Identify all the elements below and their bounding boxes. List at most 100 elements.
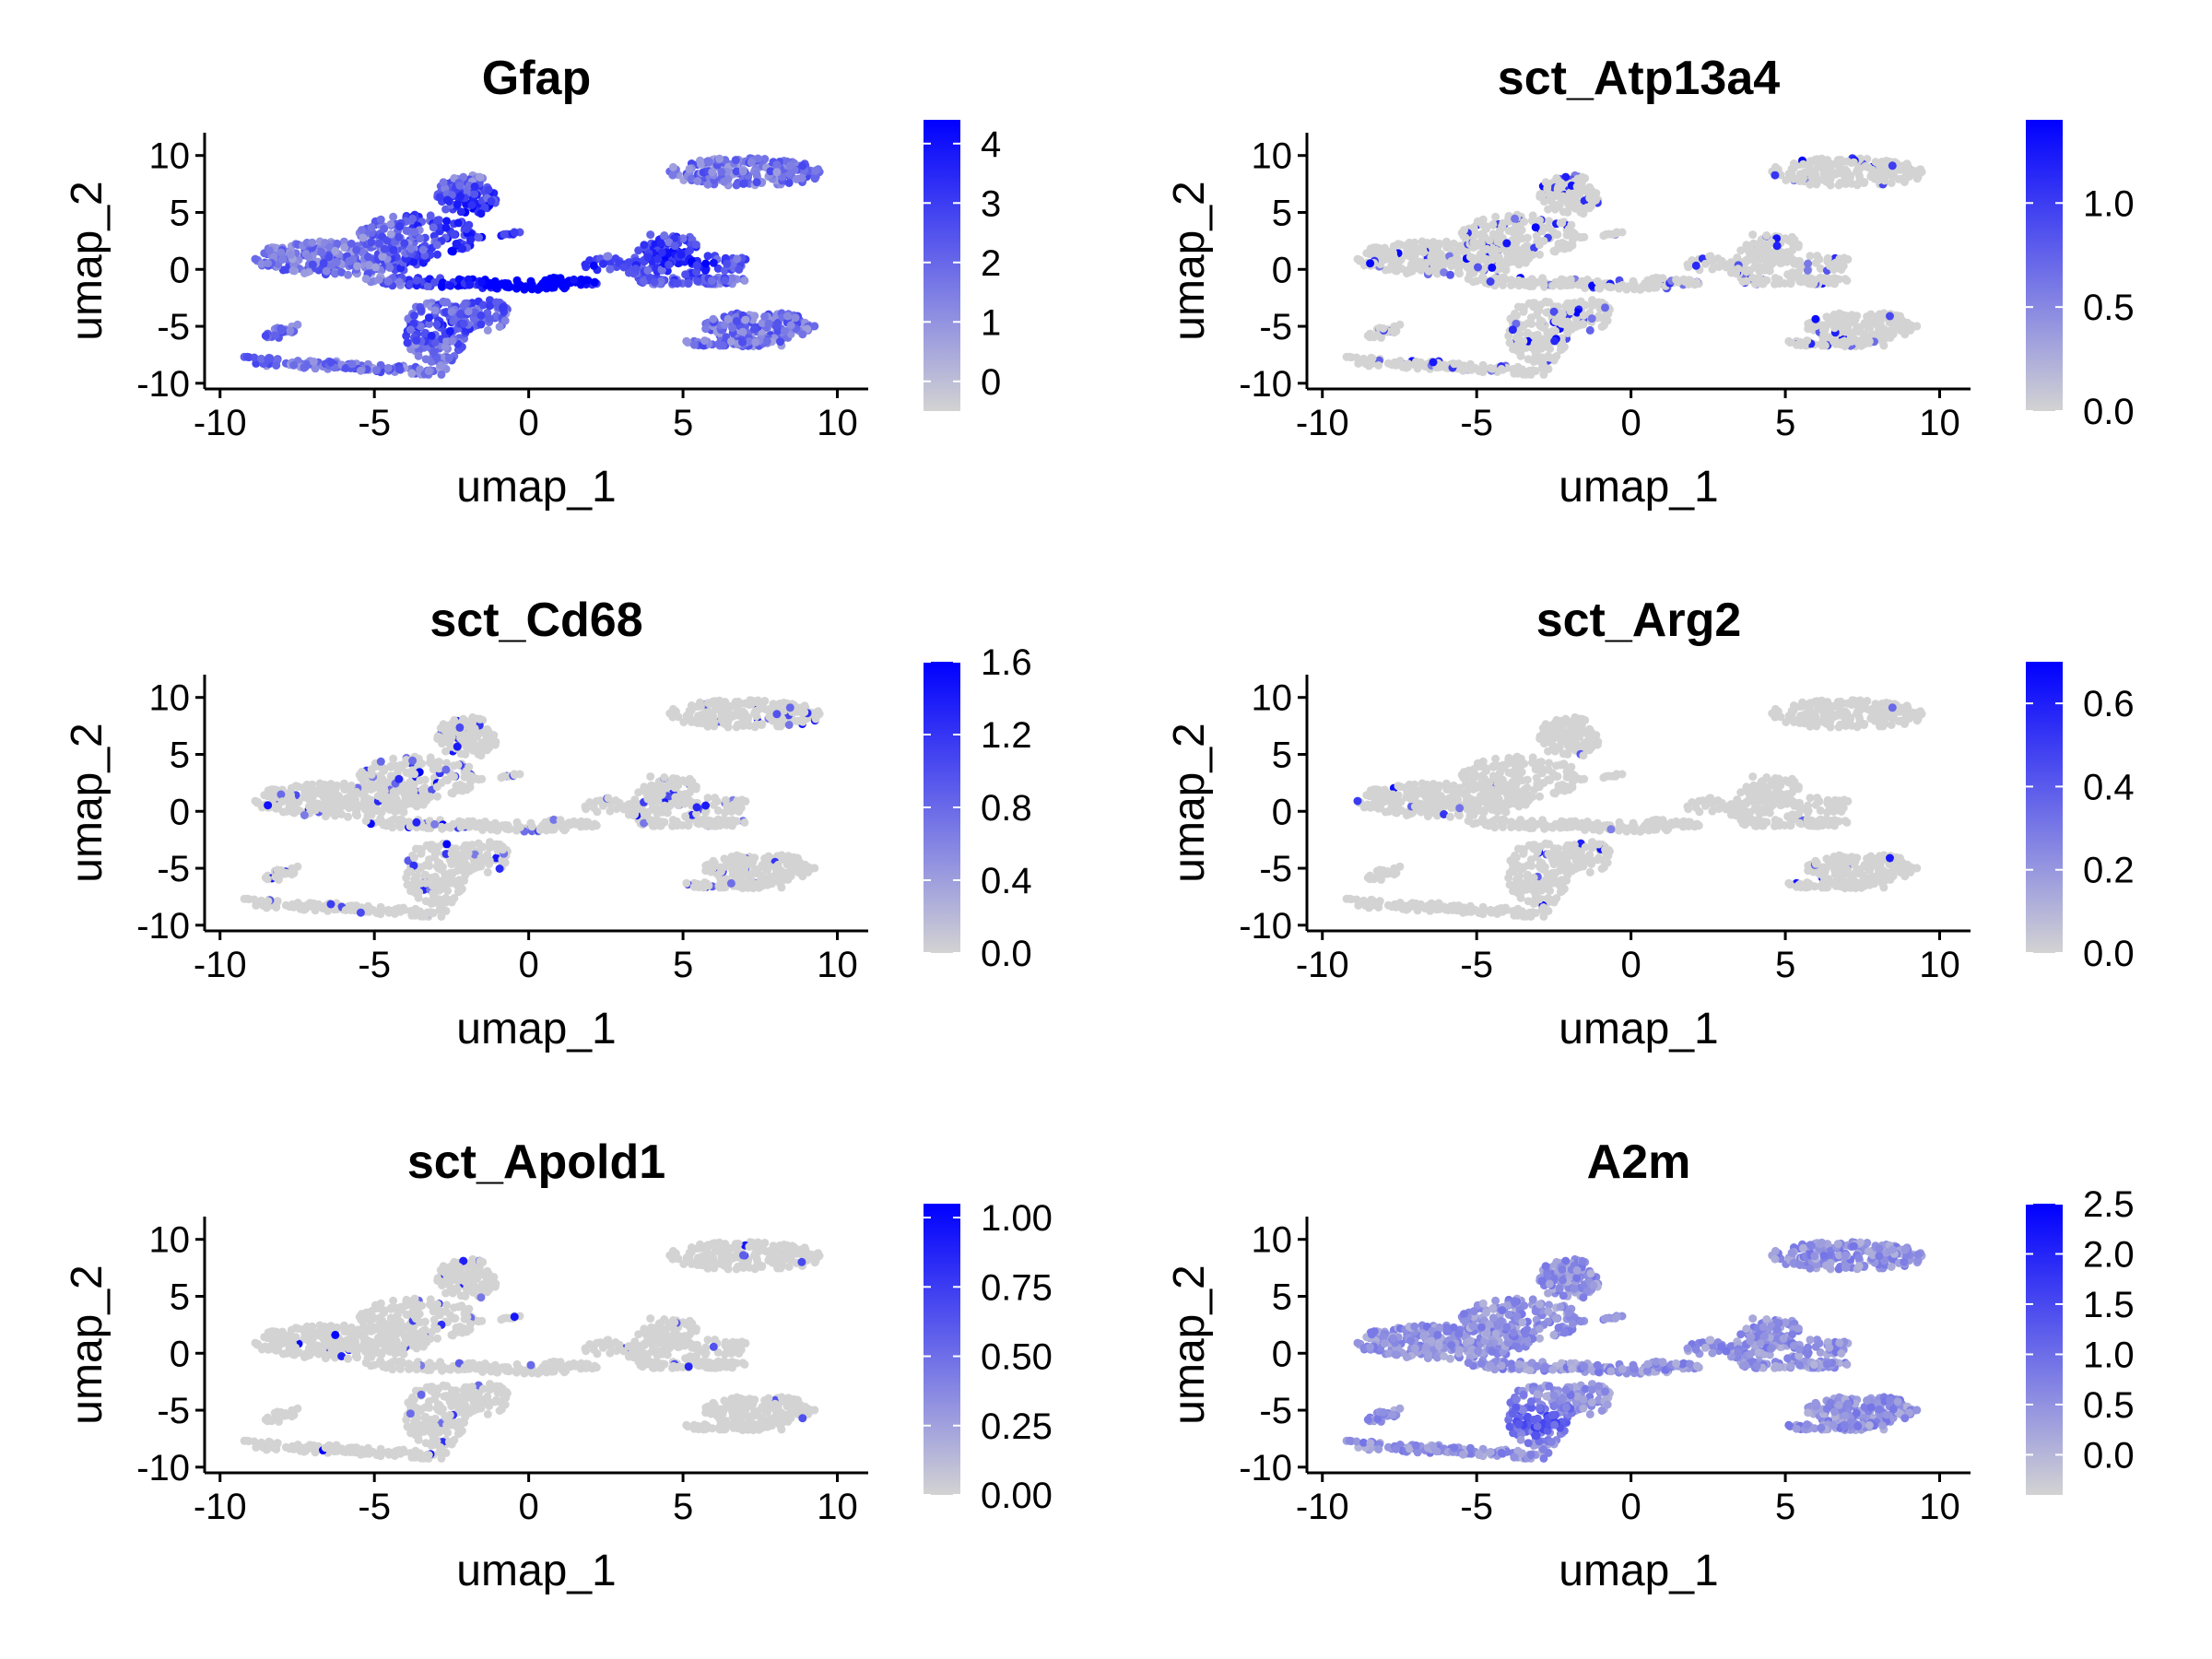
cell-point [462,225,471,233]
cell-point [1842,276,1852,285]
cell-point [705,700,713,709]
cell-point [282,265,291,274]
cell-point [1497,232,1506,241]
cell-point [752,720,761,729]
cell-point [1577,233,1585,242]
cell-point [1601,303,1609,312]
cell-point [1853,337,1863,347]
cell-point [459,861,468,870]
cell-point [685,164,694,173]
cell-point [276,324,286,333]
cell-point [433,216,441,225]
cell-point [389,754,398,763]
cell-point [660,231,669,240]
cell-point [735,265,744,274]
cell-point [1841,179,1851,188]
cell-point [340,243,349,252]
cell-point [1803,336,1812,346]
cell-point [780,326,789,335]
cell-point [1612,229,1621,238]
cell-point [477,320,486,329]
cell-point [1435,239,1444,248]
cell-point [739,179,748,188]
x-tick-label: 10 [817,403,858,443]
cell-point [1742,241,1751,250]
cell-point [1823,276,1831,285]
cell-point [337,268,347,276]
cell-point [426,211,435,220]
cell-point [435,735,444,744]
cell-point [421,897,430,906]
cell-point [265,788,274,797]
cell-point [492,298,501,307]
cell-point [453,742,462,751]
cell-point [1535,250,1544,259]
cell-point [772,710,782,719]
cell-point [1541,178,1550,187]
cell-point [257,259,266,268]
cell-point [738,709,747,718]
cell-point [374,239,383,248]
cell-point [414,893,423,902]
cell-point [682,336,691,346]
plot-title: sct_Atp13a4 [1498,52,1780,105]
cell-point [733,254,742,264]
cell-point [447,246,456,255]
cell-point [500,316,510,325]
cell-point [1784,336,1794,346]
cell-point [540,282,549,291]
cell-point [707,276,716,286]
cell-point [705,158,713,167]
cell-point [1374,361,1383,370]
cell-point [1548,281,1558,290]
cell-point [1913,166,1923,175]
cell-point [1593,276,1602,286]
cell-point [1533,277,1542,287]
cell-point [643,253,653,262]
cell-point [374,275,383,284]
cell-point [1545,298,1554,307]
cell-point [1477,239,1486,248]
cell-point [410,228,419,237]
cell-point [319,258,328,267]
cell-point [389,245,398,254]
cell-point [427,331,436,340]
cell-point [470,732,479,740]
cell-point [1505,338,1514,347]
cell-point [1830,324,1839,333]
cell-point [685,706,694,715]
cell-point [1524,355,1533,364]
cell-point [686,246,694,255]
cell-point [732,181,741,190]
cell-point [416,234,425,243]
cell-point [1783,270,1793,279]
cell-point [693,177,702,185]
cell-point [444,896,453,904]
cell-point [1900,330,1910,339]
cell-point [470,182,479,191]
cell-point [797,173,806,182]
cell-points [1342,154,1926,379]
cell-point [412,877,421,887]
cell-point [1391,266,1400,276]
cell-point [359,233,368,242]
cell-point [1529,331,1538,340]
cell-point [1406,253,1416,262]
cell-point [261,331,270,340]
cell-point [1509,244,1518,253]
cell-point [322,808,331,818]
cell-point [1539,361,1548,370]
cell-point [752,170,761,179]
cell-point [437,361,446,370]
cell-point [791,313,800,323]
cell-point [598,259,607,268]
cell-point [317,790,326,799]
cell-point [1388,326,1397,335]
cell-point [1603,316,1612,325]
cell-point [1514,335,1524,345]
cell-point [452,240,461,249]
cell-point [1708,265,1717,274]
x-tick-label: -5 [1460,403,1493,443]
cell-point [739,721,748,730]
cell-point [598,801,607,810]
